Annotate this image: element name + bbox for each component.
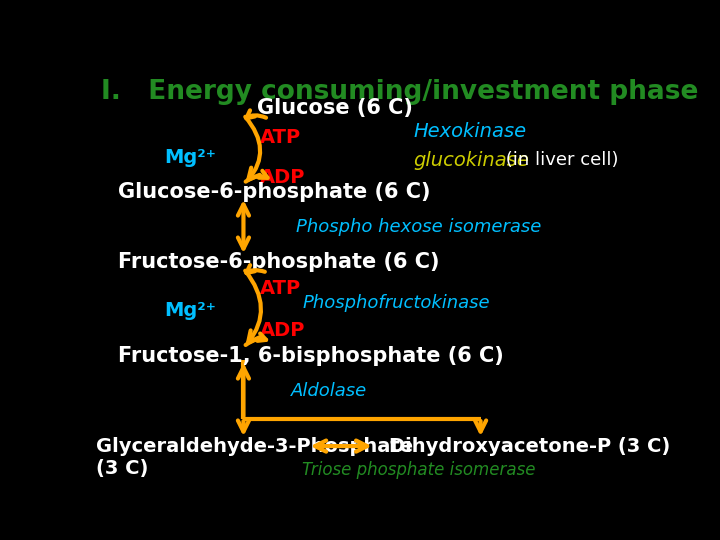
Text: Fructose-6-phosphate (6 C): Fructose-6-phosphate (6 C) [118, 252, 439, 272]
Text: Glucose-6-phosphate (6 C): Glucose-6-phosphate (6 C) [118, 181, 431, 201]
Text: Phosphofructokinase: Phosphofructokinase [302, 294, 490, 312]
Text: Glyceraldehyde-3-Phosphate: Glyceraldehyde-3-Phosphate [96, 436, 413, 456]
Text: (in liver cell): (in liver cell) [500, 151, 618, 170]
Text: Fructose-1, 6-bisphosphate (6 C): Fructose-1, 6-bisphosphate (6 C) [118, 346, 504, 366]
Text: Mg²⁺: Mg²⁺ [164, 301, 217, 320]
Text: (3 C): (3 C) [96, 460, 148, 478]
Text: Glucose (6 C): Glucose (6 C) [258, 98, 413, 118]
Text: Aldolase: Aldolase [291, 382, 367, 400]
Text: ATP: ATP [260, 279, 301, 298]
Text: Triose phosphate isomerase: Triose phosphate isomerase [302, 461, 536, 479]
Text: ADP: ADP [260, 167, 305, 186]
Text: Phospho hexose isomerase: Phospho hexose isomerase [297, 218, 542, 236]
Text: ATP: ATP [260, 128, 301, 147]
Text: Hexokinase: Hexokinase [413, 122, 527, 141]
Text: ADP: ADP [260, 321, 305, 340]
Text: glucokinase: glucokinase [413, 151, 529, 170]
Text: I.   Energy consuming/investment phase: I. Energy consuming/investment phase [101, 79, 698, 105]
Text: Mg²⁺: Mg²⁺ [164, 147, 217, 167]
Text: Dihydroxyacetone-P (3 C): Dihydroxyacetone-P (3 C) [389, 436, 670, 456]
